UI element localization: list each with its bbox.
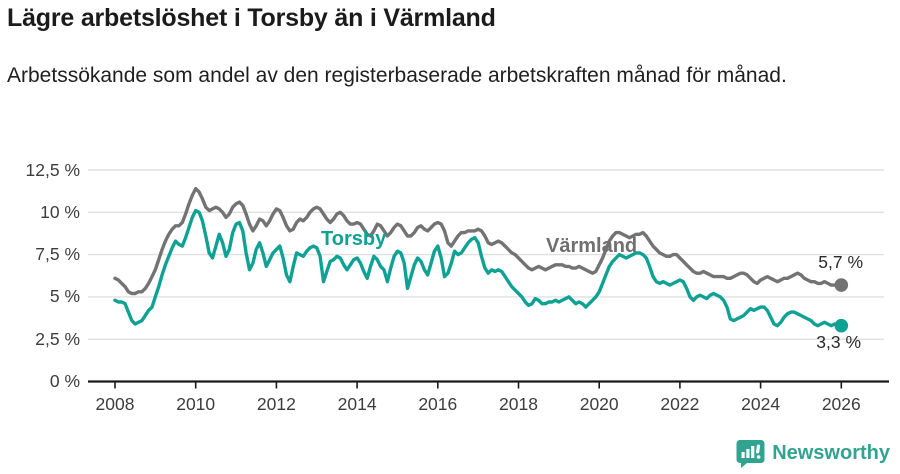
x-tick-label: 2020	[579, 394, 619, 414]
x-tick-label: 2014	[337, 394, 377, 414]
series-label-varmland: Värmland	[546, 235, 638, 257]
speech-bubble-shape	[736, 439, 765, 468]
y-tick-label: 2,5 %	[35, 328, 80, 349]
x-tick-label: 2010	[176, 394, 216, 414]
series-end-dot-värmland	[834, 278, 849, 292]
series-line-värmland	[113, 186, 843, 296]
page-title: Lägre arbetslöshet i Torsby än i Värmlan…	[7, 4, 496, 32]
x-tick-label: 2016	[418, 394, 458, 414]
torsby-end-value: 3,3 %	[816, 332, 861, 352]
series-line-torsby	[113, 208, 843, 328]
y-tick-label: 5 %	[49, 286, 80, 307]
series-end-dot-torsby	[834, 318, 849, 333]
x-tick-label: 2022	[660, 394, 700, 414]
brand-name: Newsworthy	[772, 441, 890, 464]
varmland-end-value: 5,7 %	[818, 252, 863, 272]
x-tick-label: 2012	[256, 394, 296, 414]
newsworthy-logo: Newsworthy	[736, 438, 890, 468]
newsworthy-bubble-chart-icon	[736, 439, 765, 468]
x-tick-label: 2018	[499, 394, 538, 414]
y-tick-label: 12,5 %	[25, 159, 80, 180]
y-tick-label: 0 %	[49, 371, 80, 391]
x-tick-label: 2026	[821, 394, 861, 414]
y-tick-label: 7,5 %	[35, 244, 80, 265]
x-tick-label: 2008	[95, 394, 135, 414]
y-tick-label: 10 %	[40, 201, 80, 222]
chart-subtitle: Arbetssökande som andel av den registerb…	[7, 64, 787, 87]
series-label-torsby: Torsby	[321, 228, 387, 250]
x-tick-label: 2024	[741, 394, 781, 414]
